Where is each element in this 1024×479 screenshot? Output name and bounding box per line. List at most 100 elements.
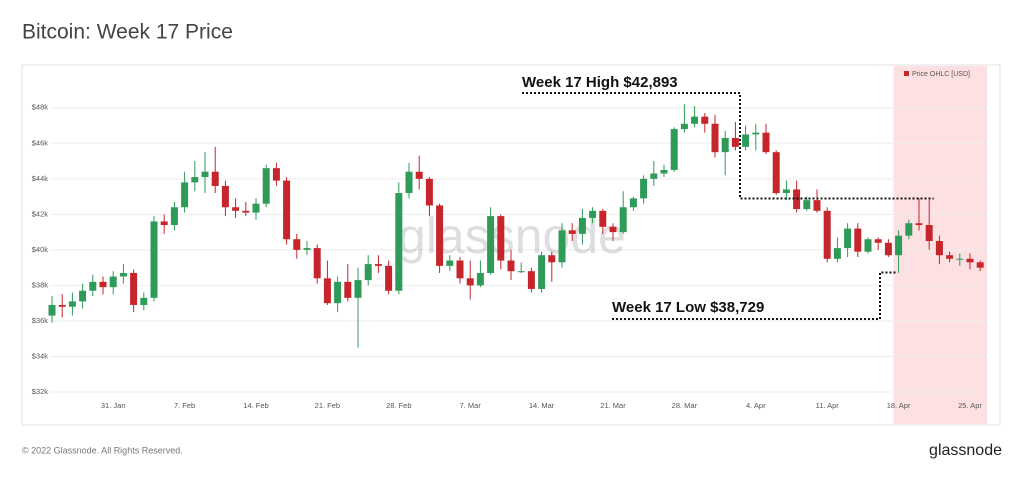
candle-body: [946, 255, 954, 259]
candle-body: [742, 134, 750, 147]
candle-body: [640, 178, 648, 199]
candle-body: [211, 171, 219, 186]
x-tick-label: 28. Feb: [386, 401, 411, 410]
candle-body: [629, 198, 637, 208]
candle-body: [711, 123, 719, 153]
candle-body: [925, 225, 933, 241]
candle-body: [721, 137, 729, 153]
candle-body: [48, 304, 56, 316]
brand-logo: glassnode: [929, 442, 1002, 459]
candle-body: [89, 281, 97, 291]
candle-body: [232, 207, 240, 211]
candle-body: [354, 280, 362, 298]
candle-body: [130, 272, 138, 305]
candle-body: [58, 304, 66, 307]
candle-body: [283, 180, 291, 240]
x-tick-label: 31. Jan: [101, 401, 126, 410]
candle-body: [803, 200, 811, 210]
y-tick-label: $32k: [32, 387, 49, 396]
annotation-line: [522, 92, 934, 200]
candle-body: [660, 169, 668, 174]
y-tick-label: $34k: [32, 351, 49, 360]
candle-body: [782, 189, 790, 194]
candle-body: [68, 301, 76, 307]
candle-body: [425, 178, 433, 206]
candle-body: [680, 123, 688, 130]
candle-body: [446, 260, 454, 266]
annotation-line: [612, 271, 897, 320]
candle-body: [313, 248, 321, 279]
candle-body: [497, 216, 505, 261]
candle-body: [884, 242, 892, 256]
candle-body: [323, 278, 331, 304]
y-tick-label: $46k: [32, 138, 49, 147]
candle-body: [160, 221, 168, 226]
annotation-text: Week 17 High $42,893: [522, 74, 678, 91]
candle-body: [191, 177, 199, 183]
candle-body: [905, 223, 913, 236]
candle-body: [201, 171, 209, 178]
y-tick-label: $40k: [32, 245, 49, 254]
y-tick-label: $38k: [32, 280, 49, 289]
candle-body: [385, 265, 393, 291]
legend-swatch: [904, 71, 909, 76]
candle-body: [731, 137, 739, 147]
candle-body: [895, 235, 903, 256]
candle-body: [415, 171, 423, 179]
candle-body: [150, 221, 158, 298]
candle-body: [262, 168, 270, 204]
candle-body: [650, 173, 658, 179]
x-tick-label: 21. Feb: [315, 401, 340, 410]
candle-body: [772, 152, 780, 194]
candle-body: [701, 116, 709, 124]
candle-body: [813, 200, 821, 211]
x-tick-label: 28. Mar: [672, 401, 698, 410]
candle-body: [609, 226, 617, 233]
x-tick-label: 14. Mar: [529, 401, 555, 410]
candle-body: [395, 193, 403, 291]
candle-body: [691, 116, 699, 124]
candle-body: [436, 205, 444, 266]
candle-body: [538, 255, 546, 289]
candle-body: [619, 207, 627, 233]
candle-body: [599, 210, 607, 227]
candle-body: [79, 290, 87, 302]
candle-body: [956, 258, 964, 260]
candle-body: [589, 210, 597, 218]
candle-body: [548, 255, 556, 263]
candle-body: [578, 217, 586, 234]
candle-body: [119, 272, 127, 277]
x-tick-label: 18. Apr: [887, 401, 911, 410]
candle-body: [303, 248, 311, 250]
x-tick-label: 25. Apr: [958, 401, 982, 410]
candle-body: [915, 223, 923, 226]
candle-body: [527, 271, 535, 289]
candle-body: [140, 297, 148, 305]
candle-body: [364, 264, 372, 281]
candle-body: [334, 281, 342, 304]
chart-title: Bitcoin: Week 17 Price: [22, 21, 233, 44]
candle-body: [344, 281, 352, 298]
annotation-text: Week 17 Low $38,729: [612, 299, 764, 316]
candle-body: [252, 203, 260, 213]
candle-body: [181, 182, 189, 208]
candle-body: [568, 230, 576, 234]
x-tick-label: 7. Feb: [174, 401, 195, 410]
x-tick-label: 11. Apr: [816, 401, 840, 410]
candle-body: [874, 239, 882, 243]
x-tick-label: 14. Feb: [243, 401, 268, 410]
candle-body: [976, 262, 984, 268]
candle-body: [221, 185, 229, 208]
y-tick-label: $42k: [32, 209, 49, 218]
candle-body: [293, 239, 301, 250]
candle-body: [752, 132, 760, 135]
candle-body: [517, 271, 525, 273]
candle-body: [507, 260, 515, 272]
legend-label: Price OHLC [USD]: [912, 71, 970, 78]
candle-body: [833, 248, 841, 259]
candle-body: [966, 258, 974, 263]
candle-body: [109, 276, 117, 288]
candle-body: [456, 260, 464, 279]
x-tick-label: 21. Mar: [600, 401, 626, 410]
